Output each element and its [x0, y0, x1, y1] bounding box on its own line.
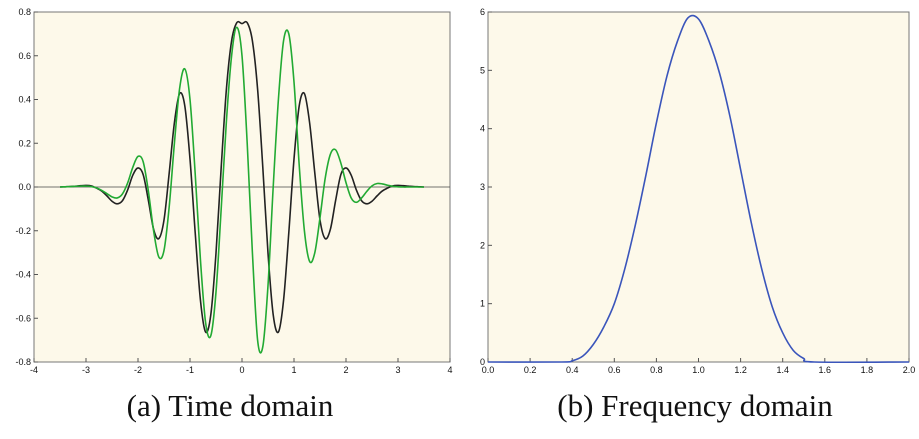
x-tick-label: 1.0 [692, 365, 705, 375]
y-tick-label: 0.8 [18, 7, 31, 17]
x-tick-label: 0.2 [524, 365, 537, 375]
series-line-1 [487, 14, 910, 364]
caption-time-domain: (a) Time domain [126, 388, 334, 423]
y-tick-label: 0.2 [18, 138, 31, 148]
y-tick-label: 2 [480, 240, 485, 250]
x-tick-label: 2 [343, 365, 348, 375]
y-tick-label: 0.4 [18, 95, 31, 105]
series-line-2 [59, 26, 425, 354]
x-tick-label: 3 [395, 365, 400, 375]
y-tick-label: 0 [480, 357, 485, 367]
x-tick-label: -3 [82, 365, 90, 375]
x-tick-label: 1 [291, 365, 296, 375]
x-tick-label: 0.4 [566, 365, 579, 375]
x-tick-label: -2 [134, 365, 142, 375]
x-tick-label: 1.2 [734, 365, 747, 375]
caption-frequency-domain: (b) Frequency domain [557, 388, 833, 423]
x-tick-label: 0.8 [650, 365, 663, 375]
y-tick-label: -0.6 [15, 313, 31, 323]
frequency-domain-chart: 6 5 4 3 2 1 00.0 0.2 0.4 0.6 0.8 1.0 1.2 1.4 1.6 1.8 2.0 [480, 7, 915, 375]
plot-area [487, 11, 910, 363]
y-tick-label: -0.8 [15, 357, 31, 367]
y-tick-label: -0.4 [15, 270, 31, 280]
x-tick-label: 1.4 [776, 365, 789, 375]
x-tick-label: 0.6 [608, 365, 621, 375]
series-line-1 [59, 20, 425, 334]
y-tick-label: 0.6 [18, 51, 31, 61]
y-tick-label: 3 [480, 182, 485, 192]
x-tick-label: 1.8 [861, 365, 874, 375]
y-tick-label: 4 [480, 124, 485, 134]
y-tick-label: 6 [480, 7, 485, 17]
x-tick-label: 2.0 [903, 365, 916, 375]
y-tick-label: 0.0 [18, 182, 31, 192]
x-tick-label: 0 [239, 365, 244, 375]
x-tick-label: 0.0 [482, 365, 495, 375]
x-tick-label: 1.6 [819, 365, 832, 375]
y-tick-label: 5 [480, 65, 485, 75]
y-tick-label: 1 [480, 299, 485, 309]
x-tick-label: -4 [30, 365, 38, 375]
y-tick-label: -0.2 [15, 226, 31, 236]
x-tick-label: -1 [186, 365, 194, 375]
time-domain-chart: 0.8 0.6 0.4 0.2 0.0 -0.2 -0.4 -0.6 -0.8-4 -3 -2 -1 0… [15, 7, 452, 375]
x-tick-label: 4 [447, 365, 452, 375]
